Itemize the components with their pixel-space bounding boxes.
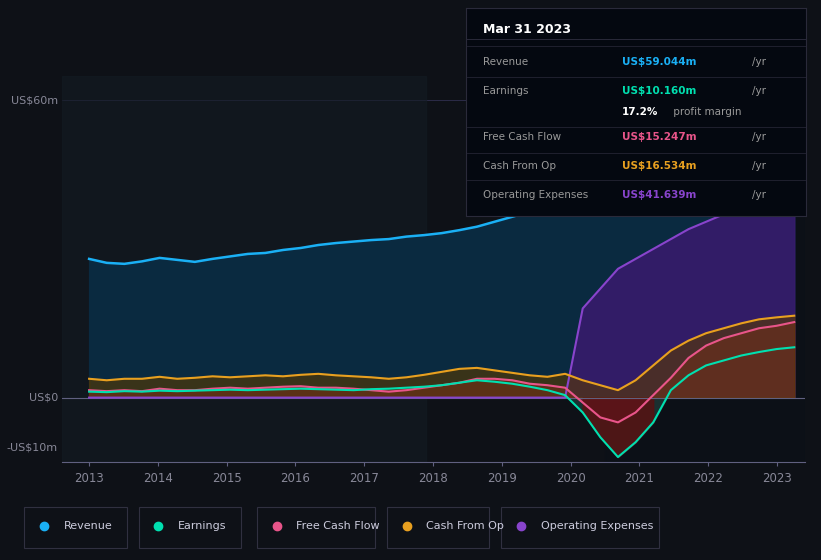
Text: Earnings: Earnings [483, 86, 528, 96]
Text: US$59.044m: US$59.044m [622, 57, 697, 67]
Bar [605, 76, 805, 462]
Text: /yr: /yr [752, 190, 766, 200]
Text: Mar 31 2023: Mar 31 2023 [483, 23, 571, 36]
Text: profit margin: profit margin [670, 107, 741, 117]
Text: US$60m: US$60m [11, 95, 57, 105]
Text: US$41.639m: US$41.639m [622, 190, 696, 200]
Text: Free Cash Flow: Free Cash Flow [483, 132, 561, 142]
Text: US$16.534m: US$16.534m [622, 161, 697, 171]
Text: -US$10m: -US$10m [7, 442, 57, 452]
Text: Earnings: Earnings [178, 521, 227, 531]
Text: Revenue: Revenue [483, 57, 528, 67]
Bar [62, 76, 426, 462]
Text: /yr: /yr [752, 57, 766, 67]
Text: Revenue: Revenue [64, 521, 112, 531]
Text: Operating Expenses: Operating Expenses [483, 190, 588, 200]
Text: Cash From Op: Cash From Op [426, 521, 504, 531]
Text: /yr: /yr [752, 86, 766, 96]
Text: US$10.160m: US$10.160m [622, 86, 696, 96]
Text: /yr: /yr [752, 161, 766, 171]
Text: /yr: /yr [752, 132, 766, 142]
Text: Free Cash Flow: Free Cash Flow [296, 521, 380, 531]
Text: US$0: US$0 [29, 393, 57, 403]
Text: Operating Expenses: Operating Expenses [540, 521, 653, 531]
Text: Cash From Op: Cash From Op [483, 161, 556, 171]
Text: US$15.247m: US$15.247m [622, 132, 697, 142]
Text: 17.2%: 17.2% [622, 107, 658, 117]
